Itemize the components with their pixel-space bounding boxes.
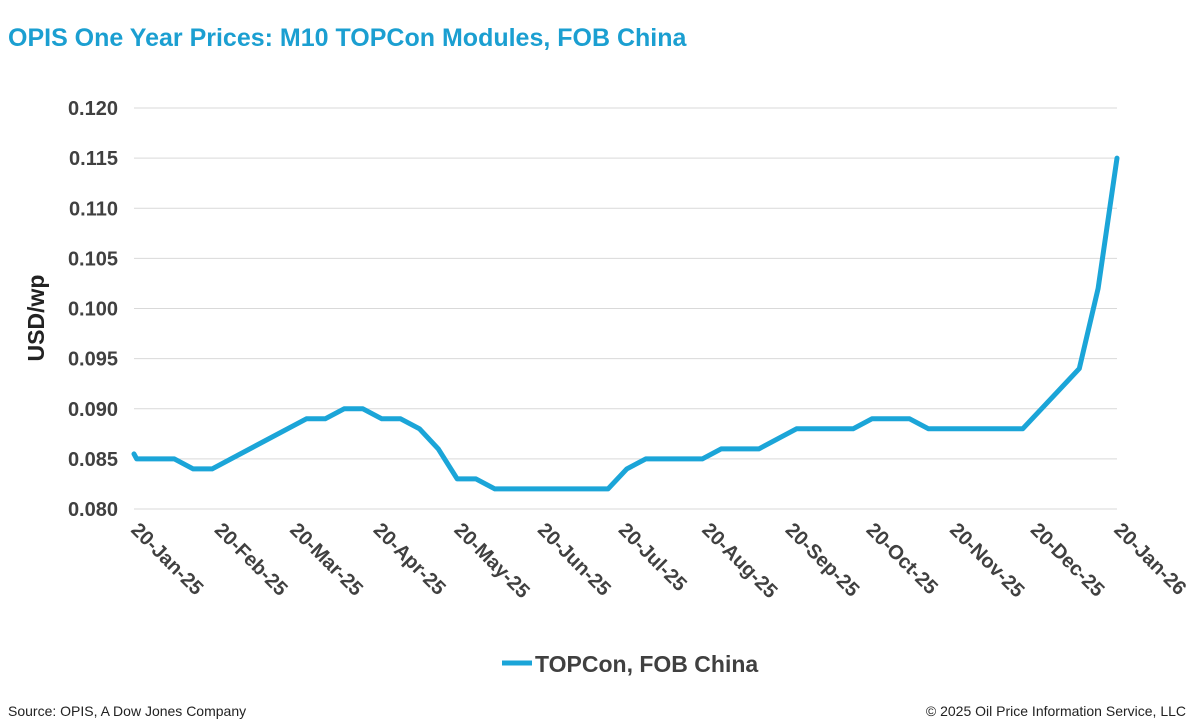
line-chart: 0.120 0.115 0.110 0.105 0.100 0.095 0.090 0.085…	[23, 98, 1190, 677]
y-tick-label: 0.105	[68, 248, 118, 270]
gridlines	[134, 107, 1117, 510]
x-tick-label: 20-Jun-25	[533, 519, 615, 601]
x-tick-label: 20-Nov-25	[945, 519, 1028, 602]
source-note: Source: OPIS, A Dow Jones Company	[8, 703, 247, 719]
x-tick-label: 20-Feb-25	[210, 519, 292, 601]
chart-title: OPIS One Year Prices: M10 TOPCon Modules…	[8, 24, 687, 52]
x-tick-label: 20-May-25	[450, 519, 534, 603]
copyright-note: © 2025 Oil Price Information Service, LL…	[925, 703, 1186, 719]
series-line-topcon	[131, 155, 1120, 492]
y-tick-label: 0.100	[68, 299, 118, 321]
y-tick-label: 0.110	[69, 198, 118, 220]
x-tick-label: 20-Jan-25	[126, 519, 207, 600]
x-tick-label: 20-Oct-25	[862, 519, 942, 599]
y-tick-label: 0.115	[69, 148, 118, 170]
series-layer	[131, 155, 1120, 492]
x-tick-label: 20-Apr-25	[369, 519, 450, 600]
y-tick-label: 0.090	[68, 399, 118, 421]
y-tick-label: 0.095	[68, 349, 118, 371]
y-tick-label: 0.080	[68, 499, 118, 521]
legend-label-topcon: TOPCon, FOB China	[535, 651, 758, 677]
x-tick-label: 20-Sep-25	[781, 519, 863, 601]
y-tick-label: 0.085	[68, 449, 118, 471]
x-tick-label: 20-Aug-25	[697, 519, 781, 603]
y-axis-label: USD/wp	[23, 275, 49, 362]
x-tick-label: 20-Dec-25	[1026, 519, 1108, 601]
x-tick-label: 20-Jan-26	[1109, 519, 1190, 600]
y-tick-label: 0.120	[68, 98, 118, 120]
x-tick-label: 20-Mar-25	[285, 519, 367, 601]
legend: TOPCon, FOB China	[502, 651, 758, 677]
y-axis-ticks: 0.120 0.115 0.110 0.105 0.100 0.095 0.090 0.085…	[68, 98, 118, 521]
x-tick-label: 20-Jul-25	[614, 519, 691, 596]
